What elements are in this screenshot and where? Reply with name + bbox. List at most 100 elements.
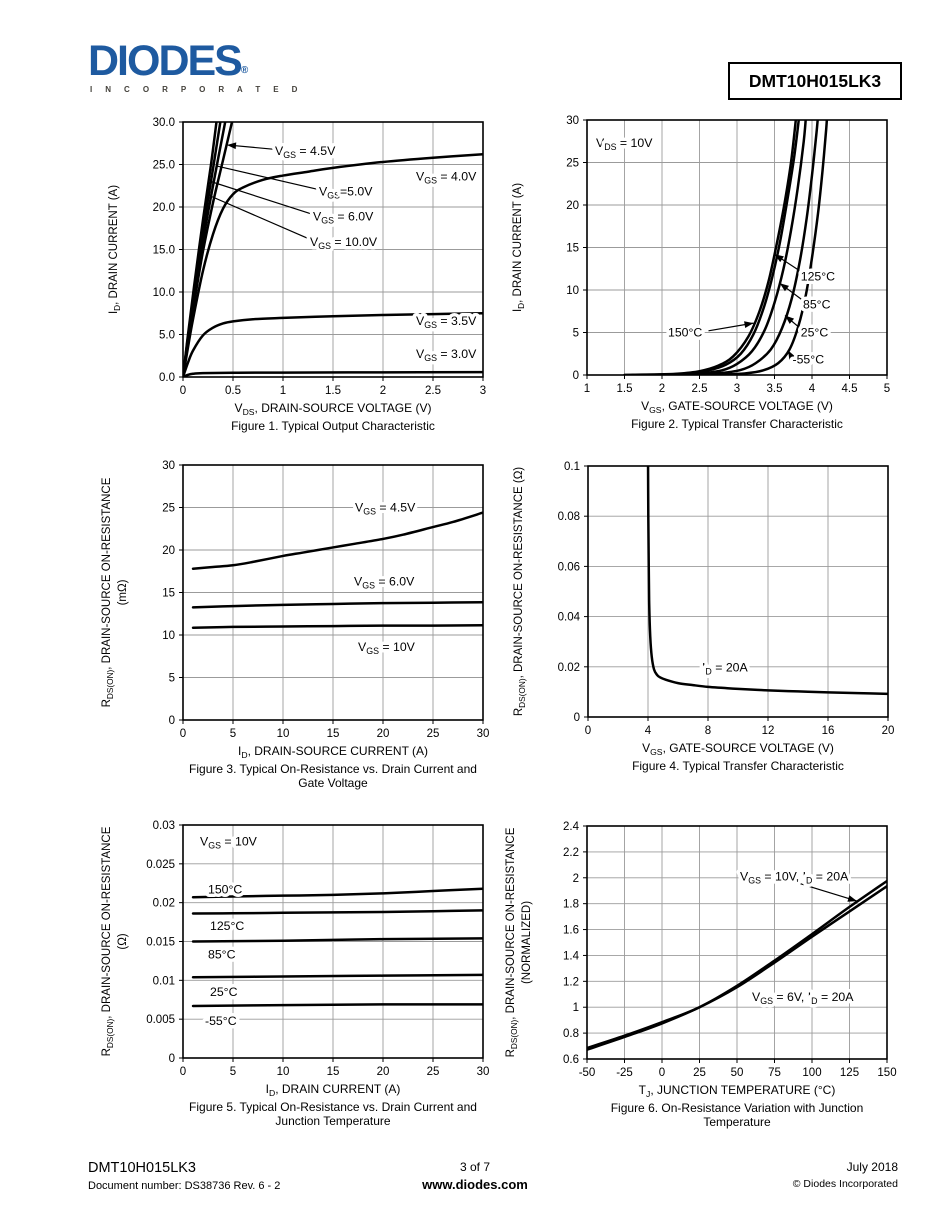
svg-text:8: 8 (705, 725, 711, 737)
svg-text:20: 20 (566, 200, 579, 212)
svg-text:VGS = 4.0V: VGS = 4.0V (416, 169, 477, 185)
svg-text:150: 150 (877, 1067, 896, 1079)
svg-text:4: 4 (645, 725, 652, 737)
svg-text:1: 1 (584, 383, 590, 395)
svg-text:10: 10 (566, 285, 579, 297)
footer-page-number: 3 of 7 (459, 1160, 491, 1174)
svg-text:15: 15 (566, 243, 579, 255)
svg-text:0.6: 0.6 (563, 1054, 579, 1066)
svg-text:0.1: 0.1 (564, 461, 580, 473)
svg-text:2.4: 2.4 (563, 821, 580, 833)
svg-text:Figure 2. Typical Transfer Cha: Figure 2. Typical Transfer Characteristi… (631, 417, 843, 431)
svg-text:0: 0 (180, 1066, 186, 1078)
svg-text:1.5: 1.5 (325, 385, 341, 397)
svg-text:25.0: 25.0 (153, 160, 175, 172)
svg-text:50: 50 (731, 1067, 744, 1079)
figure-3: 0 5 10 15 20 25 30 0 5 10 15 20 25 30 VGS = 4.5V VGS = … (95, 457, 495, 800)
svg-text:3: 3 (480, 385, 486, 397)
figure-3-chart: 0 5 10 15 20 25 30 0 5 10 15 20 25 30 VGS = 4.5V VGS = … (101, 460, 489, 790)
svg-text:TJ, JUNCTION TEMPERATURE (°C): TJ, JUNCTION TEMPERATURE (°C) (639, 1083, 836, 1099)
svg-text:Figure 6. On-Resistance Variat: Figure 6. On-Resistance Variation with J… (611, 1101, 864, 1115)
svg-text:15: 15 (162, 588, 175, 600)
svg-text:20: 20 (882, 725, 895, 737)
svg-text:(NORMALIZED): (NORMALIZED) (521, 901, 533, 984)
part-number-box: DMT10H015LK3 (728, 62, 902, 100)
svg-text:0.02: 0.02 (153, 898, 175, 910)
svg-text:0.02: 0.02 (558, 662, 580, 674)
svg-text:1.8: 1.8 (563, 899, 579, 911)
svg-text:(mΩ): (mΩ) (117, 579, 129, 605)
svg-text:(Ω): (Ω) (117, 933, 129, 949)
svg-text:12: 12 (762, 725, 775, 737)
svg-text:25: 25 (566, 158, 579, 170)
svg-text:ID = 20A: ID = 20A (702, 660, 749, 676)
svg-text:5: 5 (884, 383, 890, 395)
figure-6-chart: -50 -25 0 25 50 75 100 125 150 0.6 0.8 1 1.2 1.4 1.6 1.… (505, 821, 897, 1129)
svg-text:1.6: 1.6 (563, 925, 579, 937)
svg-text:Figure 1. Typical Output Chara: Figure 1. Typical Output Characteristic (231, 419, 435, 433)
logo-wordmark: DIODES® (88, 37, 249, 85)
svg-text:2.5: 2.5 (692, 383, 708, 395)
svg-text:1.5: 1.5 (617, 383, 633, 395)
svg-text:-25: -25 (616, 1067, 633, 1079)
svg-text:ID, DRAIN-SOURCE CURRENT (A): ID, DRAIN-SOURCE CURRENT (A) (238, 744, 428, 760)
footer-copyright: © Diodes Incorporated (792, 1178, 898, 1190)
svg-text:5.0: 5.0 (159, 330, 175, 342)
logo-registered-mark: ® (240, 65, 249, 76)
svg-text:0.06: 0.06 (558, 561, 580, 573)
svg-text:20: 20 (377, 728, 390, 740)
svg-text:RDS(ON), DRAIN-SOURCE ON-RESIS: RDS(ON), DRAIN-SOURCE ON-RESISTANCE (505, 827, 519, 1057)
figure-2-chart: 1 1.5 2 2.5 3 3.5 4 4.5 5 0 5 10 15 20 25 30 VDS = 10V 12… (512, 115, 890, 431)
svg-text:0: 0 (180, 728, 186, 740)
svg-text:VGS = 4.5V: VGS = 4.5V (355, 501, 416, 517)
svg-text:VDS = 10V: VDS = 10V (596, 136, 653, 152)
svg-text:0: 0 (180, 385, 186, 397)
svg-text:0.08: 0.08 (558, 511, 580, 523)
svg-text:-50: -50 (579, 1067, 596, 1079)
svg-text:10: 10 (277, 728, 290, 740)
svg-text:RDS(ON), DRAIN-SOURCE ON-RESIS: RDS(ON), DRAIN-SOURCE ON-RESISTANCE (Ω) (513, 467, 527, 716)
footer-part-number: DMT10H015LK3 (88, 1160, 196, 1176)
figure-4-chart: 0 4 8 12 16 20 0 0.02 0.04 0.06 0.08 0.1 ID = 20A VGS… (513, 461, 895, 773)
svg-text:20.0: 20.0 (153, 202, 175, 214)
svg-text:10: 10 (162, 630, 175, 642)
figure-4: 0 4 8 12 16 20 0 0.02 0.04 0.06 0.08 0.1 ID = 20A VGS… (500, 458, 900, 801)
svg-text:0: 0 (574, 712, 580, 724)
svg-text:VGS = 6.0V: VGS = 6.0V (354, 574, 415, 590)
svg-text:100: 100 (802, 1067, 821, 1079)
figure-5-chart: 0 5 10 15 20 25 30 0 0.005 0.01 0.015 0.02 0.025 0.03… (101, 820, 490, 1128)
figure-2: 1 1.5 2 2.5 3 3.5 4 4.5 5 0 5 10 15 20 25 30 VDS = 10V 12… (499, 112, 899, 455)
svg-text:30.0: 30.0 (153, 117, 175, 129)
svg-text:ID, DRAIN CURRENT (A): ID, DRAIN CURRENT (A) (512, 183, 526, 312)
svg-text:Gate Voltage: Gate Voltage (298, 776, 368, 790)
svg-text:0.005: 0.005 (146, 1014, 175, 1026)
svg-text:16: 16 (822, 725, 835, 737)
svg-text:10: 10 (277, 1066, 290, 1078)
svg-text:1: 1 (280, 385, 286, 397)
svg-text:1: 1 (573, 1002, 579, 1014)
svg-text:125: 125 (840, 1067, 859, 1079)
svg-text:10.0: 10.0 (153, 287, 175, 299)
logo-subtitle: I N C O R P O R A T E D (90, 85, 303, 94)
svg-text:0.8: 0.8 (563, 1028, 579, 1040)
svg-text:ID, DRAIN CURRENT (A): ID, DRAIN CURRENT (A) (108, 185, 122, 314)
footer-date: July 2018 (846, 1160, 898, 1174)
svg-text:1.4: 1.4 (563, 950, 580, 962)
figure-1: 0 0.5 1 1.5 2 2.5 3 0.0 5.0 10.0 15.0 20.0 25.0 30.0 V… (95, 114, 495, 457)
svg-text:VGS = 10V: VGS = 10V (200, 834, 258, 850)
svg-text:0.0: 0.0 (159, 372, 175, 384)
svg-text:150°C: 150°C (208, 882, 242, 896)
svg-text:30: 30 (477, 1066, 490, 1078)
svg-text:85°C: 85°C (208, 948, 236, 962)
svg-text:Figure 3. Typical On-Resistanc: Figure 3. Typical On-Resistance vs. Drai… (189, 762, 477, 776)
svg-text:VGS = 10V: VGS = 10V (358, 640, 416, 656)
svg-text:0.03: 0.03 (153, 820, 175, 832)
figure-6: -50 -25 0 25 50 75 100 125 150 0.6 0.8 1 1.2 1.4 1.6 1.… (499, 818, 899, 1161)
svg-text:15: 15 (327, 1066, 340, 1078)
svg-text:0.015: 0.015 (146, 937, 175, 949)
svg-text:25°C: 25°C (801, 326, 829, 340)
svg-text:125°C: 125°C (801, 269, 835, 283)
svg-text:VGS = 4.5V: VGS = 4.5V (275, 144, 336, 160)
svg-text:30: 30 (566, 115, 579, 127)
svg-text:Figure 4. Typical Transfer Cha: Figure 4. Typical Transfer Characteristi… (632, 759, 844, 773)
